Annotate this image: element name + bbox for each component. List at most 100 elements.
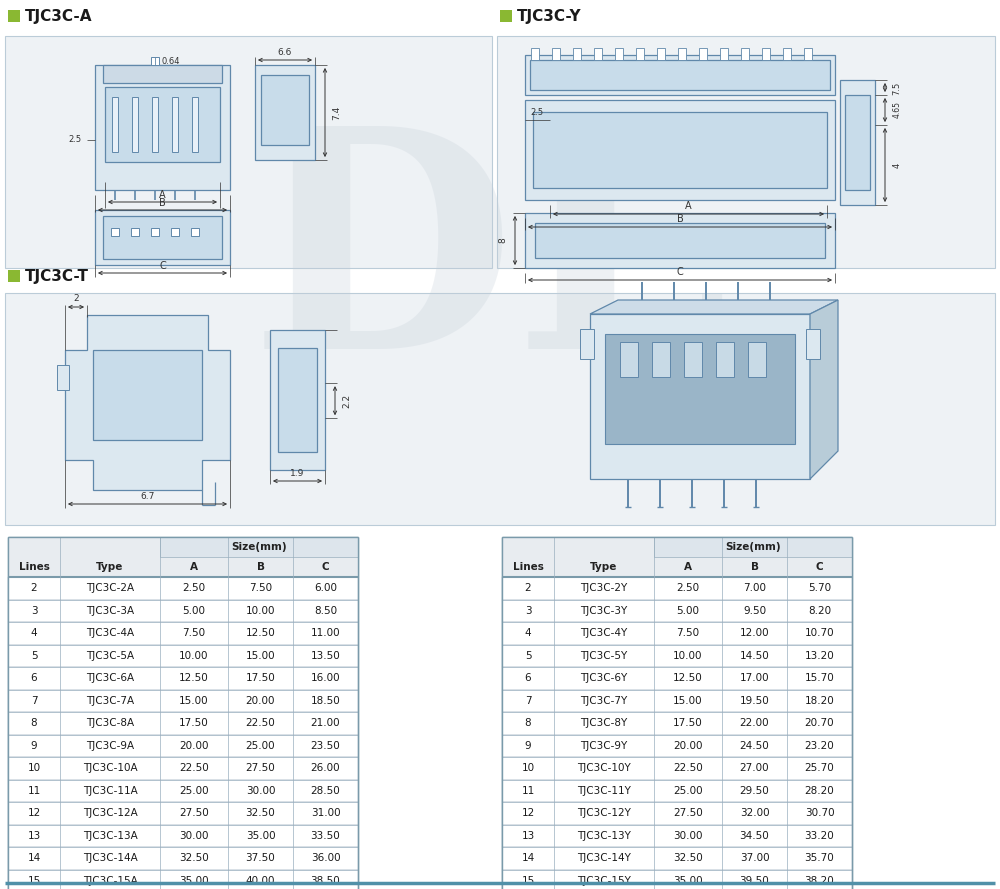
Text: Lines: Lines (19, 562, 49, 572)
Bar (741, 48, 749, 60)
Text: 15: 15 (27, 876, 41, 885)
Bar (502, 537, 852, 889)
Text: 12: 12 (521, 808, 535, 818)
Bar (699, 48, 707, 60)
Text: 12.50: 12.50 (246, 629, 275, 638)
Bar (502, 847, 852, 869)
Text: 30.00: 30.00 (179, 830, 209, 841)
Text: TJC3C-2A: TJC3C-2A (86, 583, 134, 593)
Text: A: A (684, 562, 692, 572)
Text: Size(mm): Size(mm) (231, 542, 287, 552)
Text: 22.50: 22.50 (179, 764, 209, 773)
Text: TJC3C-15A: TJC3C-15A (83, 876, 137, 885)
Text: 36.00: 36.00 (311, 853, 340, 863)
Text: 14.50: 14.50 (740, 651, 769, 661)
Text: 35.00: 35.00 (179, 876, 209, 885)
Bar (500, 10, 512, 22)
Text: 6: 6 (31, 673, 37, 684)
Bar (93, 350, 202, 440)
Bar (8, 577, 358, 599)
Text: 37.50: 37.50 (246, 853, 275, 863)
Text: DL: DL (250, 117, 730, 413)
Text: 23.50: 23.50 (311, 741, 340, 750)
Text: 27.00: 27.00 (740, 764, 769, 773)
Bar (806, 329, 820, 359)
Text: 2: 2 (73, 294, 79, 303)
Text: B: B (750, 562, 759, 572)
Bar (636, 48, 644, 60)
Text: 31.00: 31.00 (311, 808, 340, 818)
Text: 22.00: 22.00 (740, 718, 769, 728)
Bar (278, 348, 317, 452)
Text: 7: 7 (31, 696, 37, 706)
Text: TJC3C-A: TJC3C-A (25, 9, 92, 23)
Bar (748, 342, 766, 377)
Text: 33.20: 33.20 (805, 830, 834, 841)
Bar (525, 100, 835, 200)
Bar (192, 97, 198, 152)
Text: 11: 11 (521, 786, 535, 796)
Bar (172, 97, 178, 152)
Bar (8, 802, 358, 824)
Text: 11.00: 11.00 (311, 629, 340, 638)
Bar (502, 667, 852, 690)
Text: 5: 5 (525, 651, 531, 661)
Bar (132, 97, 138, 152)
Text: 7.50: 7.50 (182, 629, 206, 638)
Text: 8: 8 (498, 237, 508, 244)
Text: Type: Type (96, 562, 124, 572)
Text: 32.00: 32.00 (740, 808, 769, 818)
Text: 15.00: 15.00 (673, 696, 703, 706)
Text: 35.70: 35.70 (805, 853, 834, 863)
Text: 2: 2 (31, 583, 37, 593)
Text: 7.5: 7.5 (893, 82, 902, 94)
Text: 25.00: 25.00 (673, 786, 703, 796)
Bar (652, 342, 670, 377)
Text: 17.50: 17.50 (179, 718, 209, 728)
Bar (255, 65, 315, 160)
Bar (8, 622, 358, 645)
Text: 10.00: 10.00 (673, 651, 703, 661)
Text: B: B (256, 562, 264, 572)
Text: 0.64: 0.64 (161, 57, 180, 66)
Bar (105, 87, 220, 162)
Bar (502, 599, 852, 622)
Text: 10: 10 (521, 764, 535, 773)
Text: 23.20: 23.20 (805, 741, 834, 750)
Bar (840, 80, 875, 205)
Text: 4.65: 4.65 (893, 101, 902, 118)
Text: 8.20: 8.20 (808, 605, 831, 616)
Text: 7.50: 7.50 (676, 629, 700, 638)
Text: A: A (159, 190, 166, 200)
Text: 17.50: 17.50 (246, 673, 275, 684)
Bar (8, 757, 358, 780)
Bar (533, 112, 827, 188)
Text: 32.50: 32.50 (246, 808, 275, 818)
Bar (8, 667, 358, 690)
Text: 24.50: 24.50 (740, 741, 769, 750)
Text: TJC3C-8Y: TJC3C-8Y (580, 718, 628, 728)
Bar (8, 537, 358, 577)
Bar (678, 48, 686, 60)
Bar (497, 36, 995, 268)
Text: 22.50: 22.50 (246, 718, 275, 728)
Text: B: B (159, 198, 166, 208)
Text: 6.6: 6.6 (278, 48, 292, 57)
Text: 15: 15 (521, 876, 535, 885)
Bar (615, 48, 623, 60)
Bar (103, 65, 222, 83)
Text: TJC3C-7A: TJC3C-7A (86, 696, 134, 706)
Text: TJC3C-12Y: TJC3C-12Y (577, 808, 631, 818)
Text: 16.00: 16.00 (311, 673, 340, 684)
Text: C: C (816, 562, 823, 572)
Bar (590, 314, 810, 479)
Text: 2.50: 2.50 (676, 583, 700, 593)
Text: 20.00: 20.00 (673, 741, 703, 750)
Text: C: C (322, 562, 329, 572)
Text: 8: 8 (525, 718, 531, 728)
Bar (845, 95, 870, 190)
Bar (804, 48, 812, 60)
Bar (5, 36, 492, 268)
Text: TJC3C-13Y: TJC3C-13Y (577, 830, 631, 841)
Text: TJC3C-10A: TJC3C-10A (83, 764, 137, 773)
